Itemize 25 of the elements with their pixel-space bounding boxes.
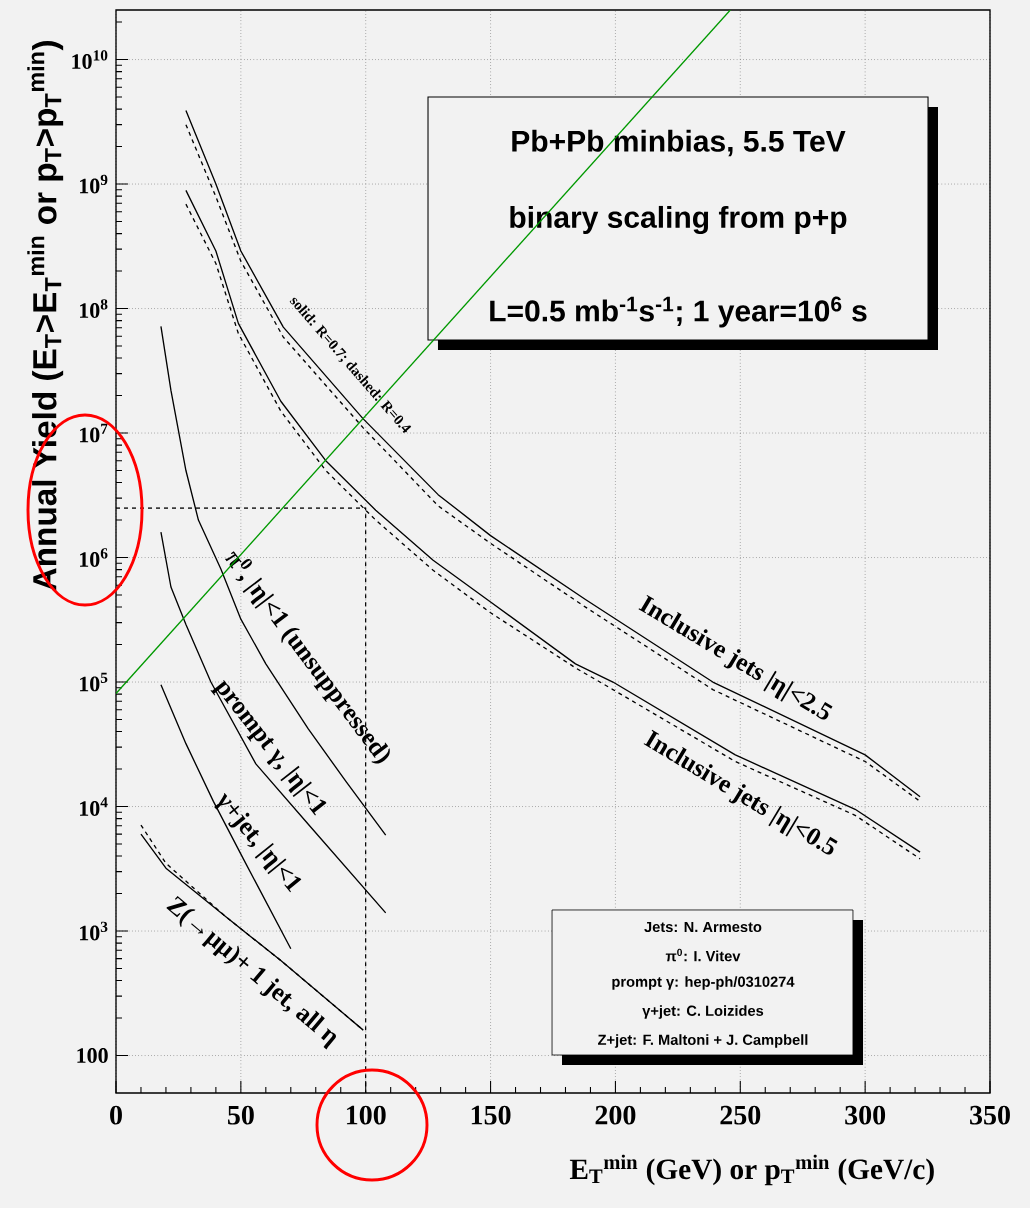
x-tick-label: 150 <box>471 1105 511 1125</box>
x-tick-label: 200 <box>595 1105 636 1125</box>
annotation: Jets: N. Armesto <box>644 921 762 933</box>
y-tick-label: 100 <box>77 1048 108 1063</box>
y-tick-label: 10$^{9}$ <box>80 174 108 194</box>
y-tick-label: 10$^{10}$ <box>72 50 108 69</box>
x-tick-label: 0 <box>110 1105 122 1125</box>
x-tick-label: 350 <box>970 1105 1010 1125</box>
x-tick-label: 100 <box>346 1105 386 1125</box>
y-tick-label: 10$^{3}$ <box>80 921 108 941</box>
annotation: γ+jet: C. Loizides <box>642 1005 764 1019</box>
annotation: prompt γ: hep-ph/0310274 <box>612 976 795 990</box>
annotation: Z+jet: F. Maltoni + J. Campbell <box>598 1034 808 1048</box>
y-tick-label: 10$^{4}$ <box>80 797 108 816</box>
x-axis-title: E$_{T}$$^{min}$ (GeV) or p$_{T}$$^{min}$ (GeV/c) <box>569 1154 934 1186</box>
y-tick-label: 10$^{5}$ <box>80 672 108 692</box>
y-tick-label: 10$^{7}$ <box>80 423 108 443</box>
y-tick-label: 10$^{8}$ <box>80 299 108 318</box>
x-tick-label: 250 <box>720 1105 761 1125</box>
annotation: π$^{0}$: I. Vitev <box>665 948 741 962</box>
y-tick-label: 10$^{6}$ <box>80 548 108 567</box>
annotation: L=0.5 mb$^{-1}$s$^{-1}$; 1 year=10$^{6}$ s <box>490 296 867 328</box>
x-tick-label: 50 <box>227 1105 254 1125</box>
x-tick-label: 300 <box>845 1105 886 1125</box>
text: Pb+Pb minbias, 5.5 TeV <box>512 129 846 157</box>
